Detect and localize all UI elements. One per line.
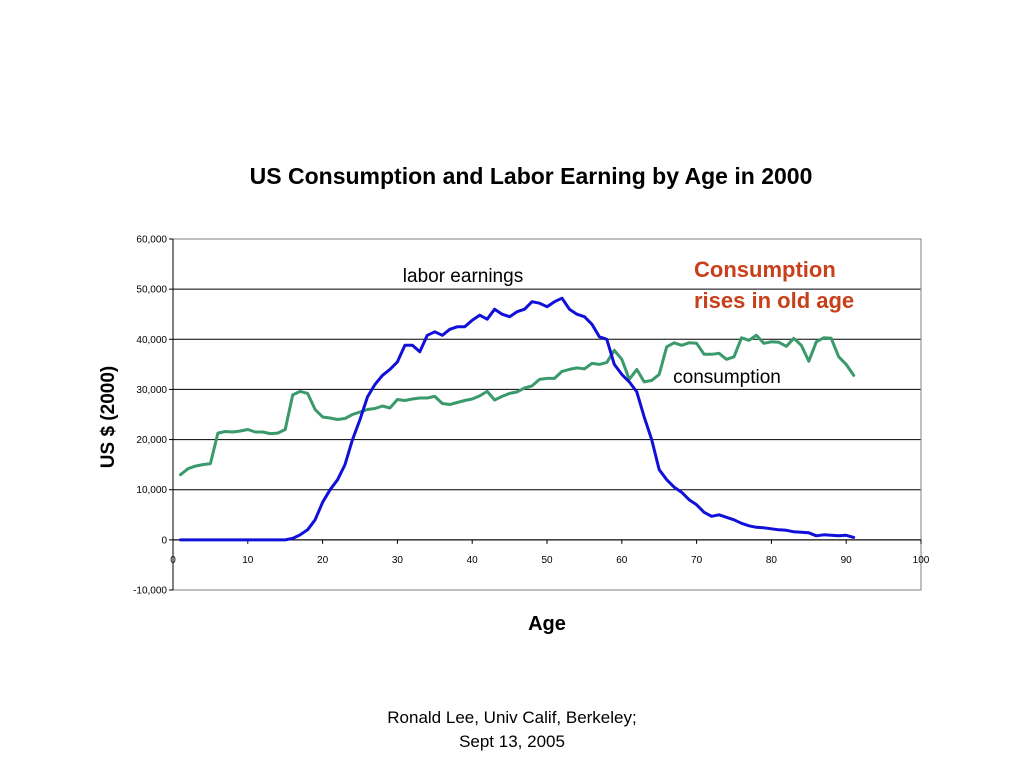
series-lines bbox=[179, 296, 856, 542]
y-tick-label: -10,000 bbox=[133, 586, 167, 597]
footer-line-2: Sept 13, 2005 bbox=[459, 732, 565, 751]
chart-title: US Consumption and Labor Earning by Age … bbox=[250, 163, 813, 189]
y-tick-label: 10,000 bbox=[136, 485, 167, 496]
annotation-line-2: rises in old age bbox=[694, 288, 854, 313]
axes: -10,000 0 10,000 20,000 30,000 40,000 50,000 60… bbox=[133, 235, 930, 597]
footer-credit: Ronald Lee, Univ Calif, Berkeley; Sept 1… bbox=[312, 706, 712, 754]
y-tick-label: 60,000 bbox=[136, 235, 167, 246]
x-tick-label: 80 bbox=[766, 555, 778, 566]
y-tick-label: 30,000 bbox=[136, 385, 167, 396]
y-tick-label: 40,000 bbox=[136, 335, 167, 346]
x-tick-label: 40 bbox=[467, 555, 479, 566]
y-tick-label: 20,000 bbox=[136, 435, 167, 446]
x-tick-label: 10 bbox=[242, 555, 254, 566]
y-tick-label: 50,000 bbox=[136, 285, 167, 296]
annotation-line-1: Consumption bbox=[694, 257, 836, 282]
y-axis-title: US $ (2000) bbox=[98, 366, 119, 468]
x-tick-label: 20 bbox=[317, 555, 329, 566]
consumption-label: consumption bbox=[673, 367, 781, 388]
x-axis-title: Age bbox=[528, 613, 566, 635]
x-tick-label: 90 bbox=[841, 555, 853, 566]
y-tick-label: 0 bbox=[161, 535, 167, 546]
labor-earnings-label: labor earnings bbox=[403, 266, 523, 287]
x-tick-label: 60 bbox=[616, 555, 628, 566]
x-tick-label: 0 bbox=[170, 555, 176, 566]
x-tick-label: 50 bbox=[541, 555, 553, 566]
grid-lines bbox=[173, 288, 921, 541]
x-tick-label: 100 bbox=[913, 555, 930, 566]
labor-earnings-line bbox=[179, 296, 856, 542]
x-tick-label: 70 bbox=[691, 555, 703, 566]
footer-line-1: Ronald Lee, Univ Calif, Berkeley; bbox=[387, 708, 637, 727]
x-tick-label: 30 bbox=[392, 555, 404, 566]
consumption-line bbox=[179, 333, 856, 477]
